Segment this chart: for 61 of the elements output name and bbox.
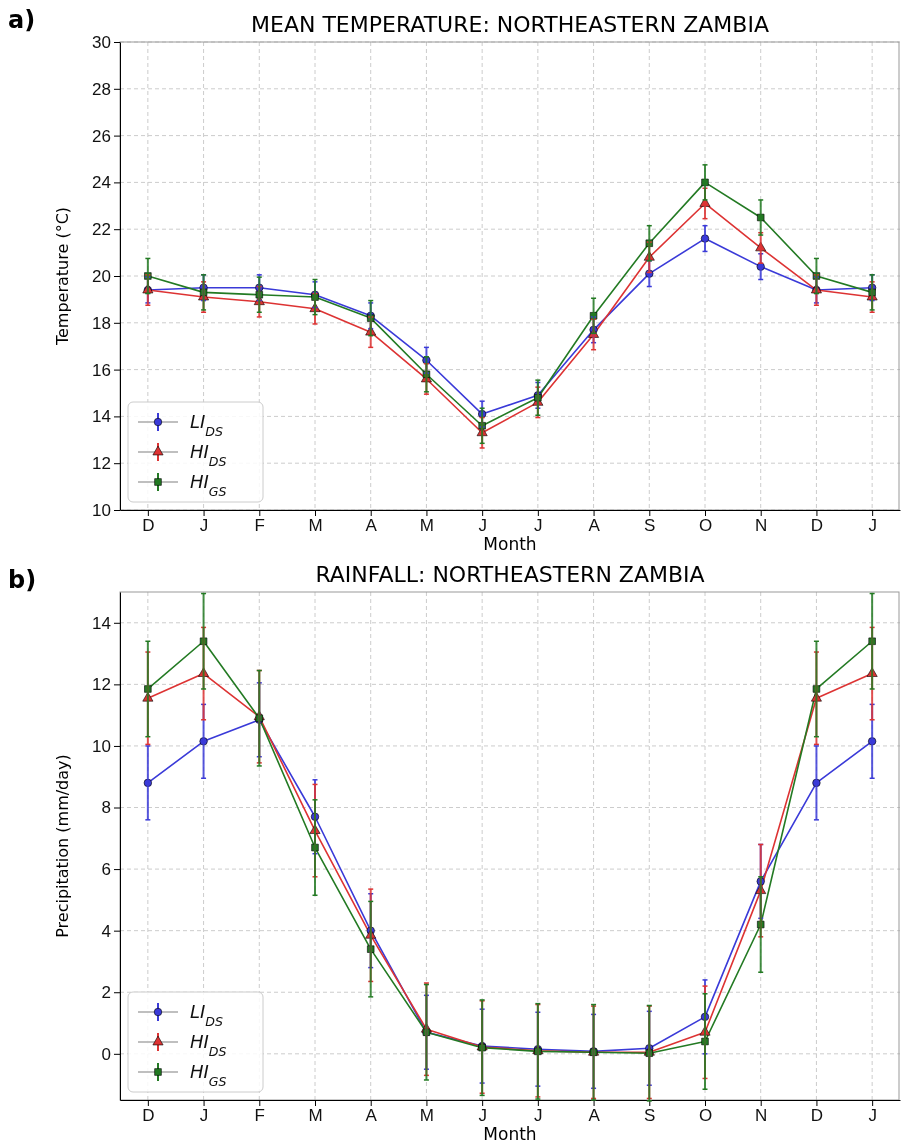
- x-tick-label: N: [755, 516, 768, 536]
- x-tick-label: A: [365, 1106, 378, 1126]
- x-tick-label: J: [199, 516, 209, 536]
- x-tick-label: M: [419, 1106, 435, 1126]
- y-tick-label: 12: [92, 454, 111, 474]
- y-tick-label: 10: [92, 500, 111, 520]
- x-tick-label: D: [142, 516, 155, 536]
- y-tick-label: 10: [92, 736, 111, 756]
- y-axis-title: Temperature (°C): [53, 206, 72, 347]
- y-tick-label: 24: [92, 173, 111, 193]
- x-tick-label: J: [478, 1106, 487, 1126]
- y-tick-label: 0: [101, 1044, 111, 1064]
- x-tick-label: A: [588, 1106, 601, 1126]
- x-tick-label: J: [199, 1106, 209, 1126]
- x-tick-label: O: [698, 1106, 713, 1126]
- text: a): [8, 6, 36, 34]
- y-tick-label: 6: [101, 860, 111, 880]
- x-tick-label: N: [755, 1106, 768, 1126]
- x-tick-label: J: [534, 516, 543, 536]
- x-tick-label: S: [644, 516, 656, 536]
- x-tick-label: D: [142, 1106, 155, 1126]
- text: b): [8, 566, 37, 594]
- x-axis-title: Month: [483, 534, 537, 554]
- x-axis-title: Month: [483, 1124, 537, 1144]
- y-tick-label: 18: [92, 313, 111, 333]
- legend-label: HI$_{GS}$: [190, 471, 227, 499]
- x-tick-label: F: [254, 1106, 265, 1126]
- y-tick-label: 26: [92, 126, 111, 146]
- legend-label: HI$_{DS}$: [190, 441, 227, 469]
- y-tick-label: 12: [92, 675, 111, 695]
- x-tick-label: M: [308, 1106, 323, 1126]
- x-tick-label: F: [254, 516, 265, 536]
- y-tick-label: 28: [92, 79, 111, 99]
- x-tick-label: D: [810, 516, 824, 536]
- y-tick-label: 16: [92, 360, 111, 380]
- y-axis-title: Precipitation (mm/day): [53, 754, 72, 938]
- x-tick-label: S: [644, 1106, 656, 1126]
- x-tick-label: M: [419, 516, 435, 536]
- y-tick-label: 8: [101, 798, 111, 818]
- chart-title: RAINFALL: NORTHEASTERN ZAMBIA: [315, 562, 705, 587]
- x-tick-label: J: [534, 1106, 543, 1126]
- x-tick-label: J: [478, 516, 487, 536]
- y-tick-label: 2: [101, 983, 111, 1003]
- y-tick-label: 20: [92, 266, 111, 286]
- legend-label: HI$_{GS}$: [190, 1061, 227, 1089]
- x-tick-label: M: [308, 516, 323, 536]
- x-tick-label: A: [365, 516, 378, 536]
- legend-label: LI$_{DS}$: [190, 411, 224, 439]
- x-tick-label: J: [868, 1106, 877, 1126]
- x-tick-label: O: [698, 516, 713, 536]
- y-tick-label: 22: [92, 220, 111, 240]
- chart-title: MEAN TEMPERATURE: NORTHEASTERN ZAMBIA: [251, 12, 769, 37]
- x-tick-label: A: [588, 516, 601, 536]
- x-tick-label: D: [810, 1106, 824, 1126]
- y-tick-label: 4: [101, 921, 111, 941]
- legend-label: HI$_{DS}$: [190, 1031, 227, 1059]
- y-tick-label: 14: [92, 613, 111, 633]
- y-tick-label: 30: [92, 32, 111, 52]
- legend-label: LI$_{DS}$: [190, 1001, 224, 1029]
- x-tick-label: J: [868, 516, 877, 536]
- y-tick-label: 14: [92, 407, 111, 427]
